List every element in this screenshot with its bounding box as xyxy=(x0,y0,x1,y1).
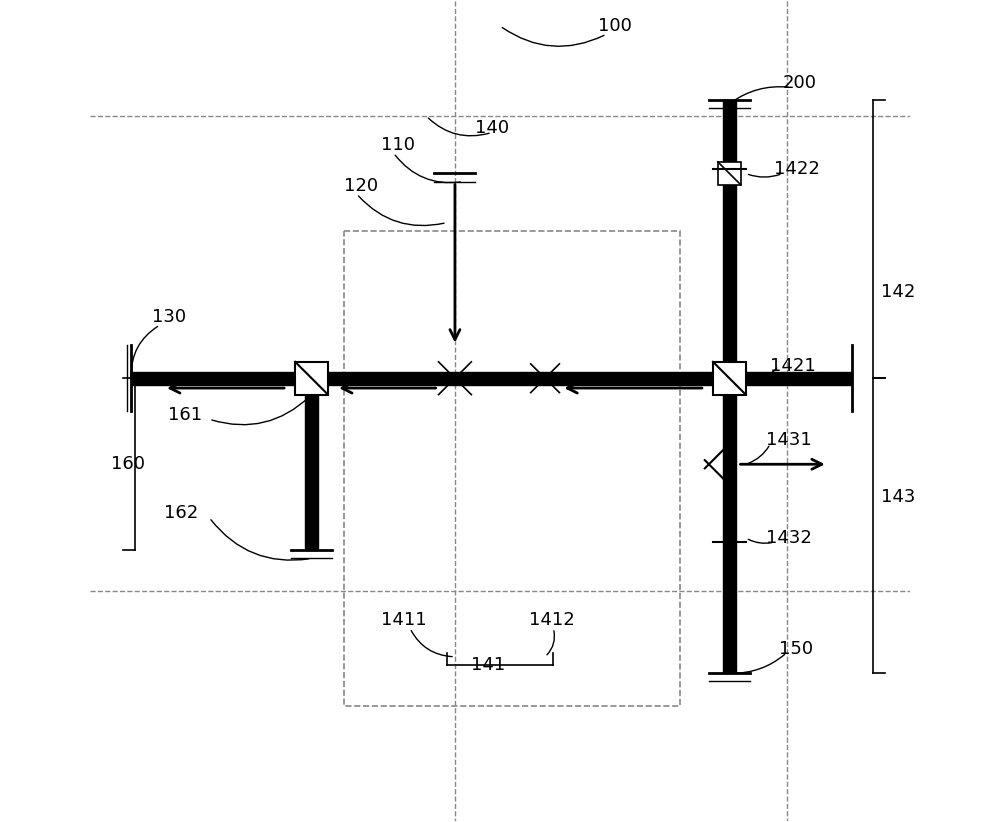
Text: 1432: 1432 xyxy=(766,529,812,547)
Text: 142: 142 xyxy=(881,284,915,301)
Bar xyxy=(344,231,680,706)
Text: 1411: 1411 xyxy=(381,611,427,629)
Text: 150: 150 xyxy=(779,640,813,658)
Text: 1422: 1422 xyxy=(774,160,820,178)
Text: 160: 160 xyxy=(111,455,145,473)
Text: 143: 143 xyxy=(881,488,915,506)
Text: 1431: 1431 xyxy=(766,431,812,449)
Text: 100: 100 xyxy=(598,17,632,35)
Text: 162: 162 xyxy=(164,505,198,523)
Text: 1421: 1421 xyxy=(770,357,816,375)
Bar xyxy=(718,162,741,185)
Text: 140: 140 xyxy=(475,119,510,137)
Text: 120: 120 xyxy=(344,177,378,195)
Text: 130: 130 xyxy=(152,307,186,326)
Text: 141: 141 xyxy=(471,656,506,674)
Bar xyxy=(295,362,328,395)
Text: 161: 161 xyxy=(168,406,202,424)
Text: 200: 200 xyxy=(783,74,817,92)
Text: 1412: 1412 xyxy=(529,611,574,629)
Bar xyxy=(713,362,746,395)
Text: 110: 110 xyxy=(381,136,415,154)
